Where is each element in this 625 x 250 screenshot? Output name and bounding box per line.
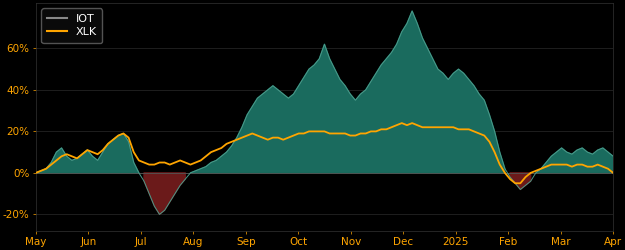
Legend: IOT, XLK: IOT, XLK <box>41 8 102 43</box>
